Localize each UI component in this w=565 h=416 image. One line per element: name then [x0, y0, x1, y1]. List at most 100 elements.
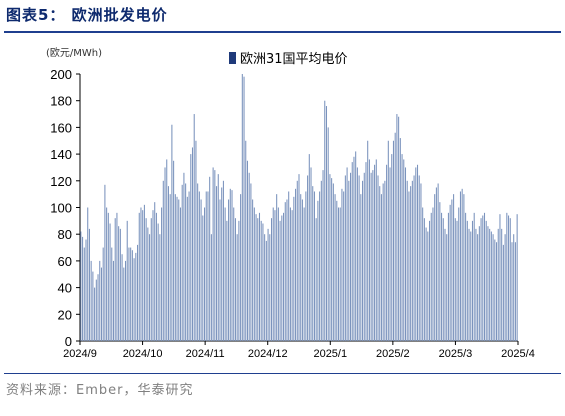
bar — [380, 194, 382, 341]
bar — [171, 124, 173, 341]
bar — [264, 234, 266, 341]
bar — [351, 162, 353, 341]
bar — [392, 140, 394, 341]
bar — [283, 212, 285, 341]
bar — [331, 178, 333, 341]
bar — [94, 287, 96, 341]
bar — [190, 154, 192, 341]
bar — [272, 207, 274, 341]
bar — [204, 207, 206, 341]
bar — [224, 207, 226, 341]
bar — [207, 191, 209, 341]
bar — [200, 199, 202, 341]
bar — [195, 140, 197, 341]
bar — [128, 247, 130, 341]
bar — [458, 207, 460, 341]
bar — [473, 212, 475, 341]
bar — [334, 194, 336, 341]
bar — [236, 234, 238, 341]
bar — [446, 234, 448, 341]
x-tick-label: 2024/12 — [248, 348, 288, 360]
bar — [396, 114, 398, 341]
bar — [186, 196, 188, 341]
bar — [82, 236, 84, 341]
bar — [356, 167, 358, 341]
bar — [363, 172, 365, 341]
bar — [178, 199, 180, 341]
bar — [262, 223, 264, 341]
bar — [197, 183, 199, 341]
bar — [210, 234, 212, 341]
bar — [301, 199, 303, 341]
bar — [149, 234, 151, 341]
bar — [295, 188, 297, 341]
bar — [465, 212, 467, 341]
bar — [119, 228, 121, 341]
bar — [124, 260, 127, 341]
bar — [92, 271, 94, 341]
bar — [155, 212, 157, 341]
title-divider — [4, 31, 561, 33]
bar — [313, 191, 315, 341]
bar — [353, 156, 355, 341]
bar — [252, 199, 254, 341]
bar — [109, 223, 111, 341]
bar — [489, 228, 491, 341]
bar — [516, 214, 518, 341]
bar — [502, 244, 504, 341]
bar — [399, 138, 401, 341]
bar — [477, 234, 479, 341]
bar — [427, 231, 429, 341]
bar — [159, 234, 161, 341]
bar — [114, 218, 116, 341]
bar — [453, 194, 455, 341]
bar — [267, 228, 269, 341]
bar — [130, 247, 132, 341]
bar — [88, 228, 90, 341]
bar — [401, 154, 403, 341]
bar — [85, 239, 87, 341]
bar — [379, 186, 381, 341]
bar — [403, 159, 405, 341]
bar — [279, 220, 281, 341]
bar — [492, 234, 494, 341]
y-tick-label: 160 — [50, 120, 72, 135]
legend-swatch — [229, 52, 236, 64]
bar — [226, 220, 228, 341]
bar — [449, 204, 451, 341]
bar — [293, 196, 295, 341]
price-bar-chart: 0 20 40 60 80 100 120 140 160 180 200 2024/9 2024/10… — [46, 47, 535, 360]
y-axis-unit-label: (欧元/MWh) — [46, 47, 102, 59]
bar — [255, 214, 257, 341]
bar — [461, 188, 463, 341]
bar — [456, 220, 458, 341]
bar — [274, 210, 276, 341]
bar — [83, 247, 85, 341]
legend-label: 欧洲31国平均电价 — [240, 52, 348, 67]
bar — [222, 180, 224, 341]
y-tick-label: 20 — [58, 307, 72, 322]
bar — [389, 167, 391, 341]
bar — [161, 207, 163, 341]
bar — [138, 212, 140, 341]
bar — [121, 254, 123, 341]
bar — [501, 228, 503, 341]
bar — [300, 194, 302, 341]
bar — [343, 191, 345, 341]
y-tick-label: 180 — [50, 94, 72, 109]
bar — [303, 207, 305, 341]
bar — [188, 191, 190, 341]
bar — [219, 199, 221, 341]
bar — [410, 186, 412, 341]
bar — [173, 160, 175, 341]
bar — [229, 188, 231, 341]
y-tick-label: 60 — [58, 254, 72, 269]
bar — [111, 247, 113, 341]
bar — [243, 76, 245, 342]
figure-title: 图表5： 欧洲批发电价 — [6, 6, 168, 24]
bar — [411, 180, 413, 341]
bar — [490, 231, 492, 341]
bar — [420, 183, 422, 341]
bar — [382, 183, 384, 341]
bar — [90, 260, 92, 341]
